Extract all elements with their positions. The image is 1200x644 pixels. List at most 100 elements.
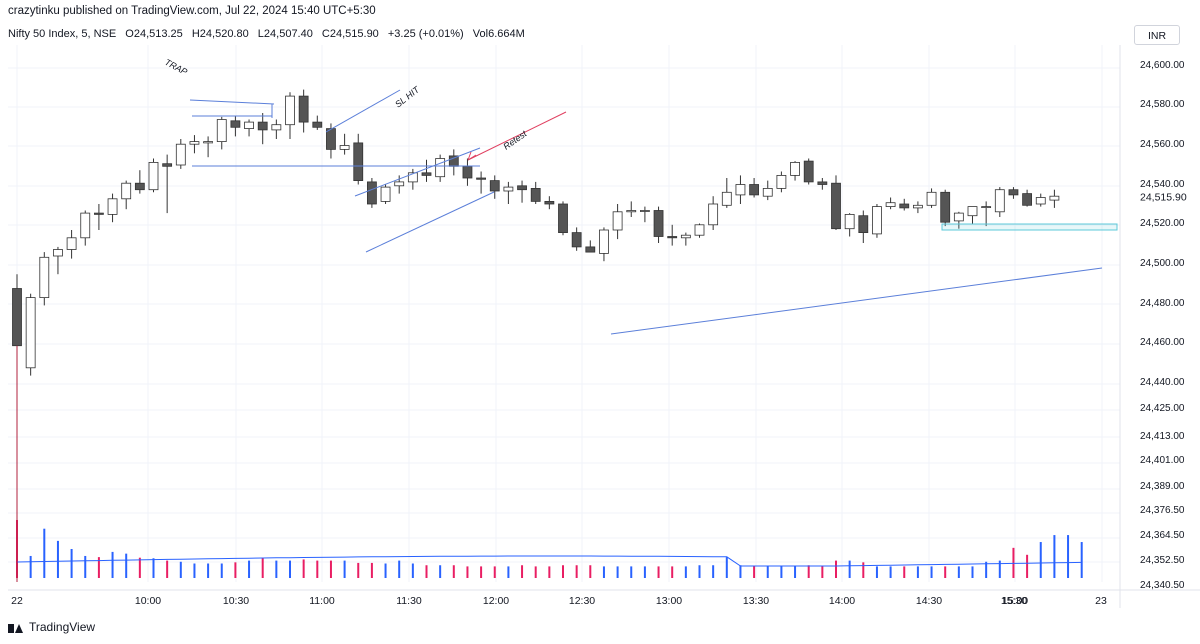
candle[interactable] [121, 182, 132, 200]
rising-trendline[interactable] [610, 267, 1103, 335]
candle[interactable] [339, 145, 350, 150]
candle[interactable] [230, 120, 241, 128]
candle[interactable] [134, 182, 145, 191]
candle[interactable] [762, 187, 773, 197]
candle[interactable] [885, 202, 896, 207]
candle[interactable] [107, 198, 118, 215]
candle[interactable] [462, 165, 473, 179]
candle[interactable] [448, 155, 459, 167]
candle[interactable] [680, 234, 691, 239]
legend-symbol[interactable]: Nifty 50 Index, 5, NSE [8, 28, 117, 40]
candle[interactable] [162, 163, 173, 167]
candle[interactable] [599, 229, 609, 254]
candle[interactable] [708, 203, 719, 226]
candle[interactable] [831, 182, 841, 230]
volume-bar [56, 540, 59, 578]
candle[interactable] [994, 189, 1005, 213]
candle[interactable] [244, 121, 254, 129]
candle[interactable] [844, 213, 855, 230]
candle[interactable] [476, 177, 487, 180]
candle[interactable] [25, 297, 36, 369]
candle[interactable] [612, 211, 623, 231]
retest-arrow-line[interactable] [467, 111, 567, 161]
candle[interactable] [926, 191, 937, 206]
candle[interactable] [940, 191, 951, 223]
candle[interactable] [271, 124, 282, 131]
candle[interactable] [530, 187, 541, 202]
candle[interactable] [571, 232, 582, 248]
candle[interactable] [1022, 193, 1032, 206]
candle[interactable] [1008, 189, 1019, 196]
candle[interactable] [503, 186, 514, 192]
candle[interactable] [1035, 197, 1046, 205]
symbol-legend: Nifty 50 Index, 5, NSE O24,513.25 H24,52… [8, 28, 531, 40]
candle[interactable] [913, 204, 923, 209]
candle[interactable] [394, 181, 405, 187]
candle[interactable] [735, 184, 746, 196]
candle[interactable] [749, 184, 759, 196]
candle[interactable] [640, 210, 650, 212]
sl-hit-pointer-line[interactable] [325, 89, 401, 133]
candle[interactable] [94, 212, 104, 215]
candle[interactable] [721, 191, 732, 206]
channel-upper-line[interactable] [354, 147, 481, 197]
candle[interactable] [558, 203, 568, 234]
candle[interactable] [366, 181, 377, 205]
candle[interactable] [489, 180, 500, 192]
volume-bar [452, 565, 455, 578]
volume-bar [848, 560, 851, 578]
candle[interactable] [435, 158, 446, 178]
y-tick-label: 24,520.00 [1140, 218, 1185, 229]
candle[interactable] [189, 141, 200, 145]
candle[interactable] [298, 95, 309, 123]
candle[interactable] [653, 210, 664, 237]
candle[interactable] [312, 121, 323, 128]
candle[interactable] [380, 186, 391, 202]
candle[interactable] [953, 212, 964, 222]
candle[interactable] [175, 143, 186, 166]
candle[interactable] [407, 172, 418, 183]
candle[interactable] [790, 161, 800, 176]
candle[interactable] [216, 119, 227, 143]
resistance-zone-box[interactable] [941, 223, 1118, 231]
x-tick-label: 14:00 [829, 595, 855, 607]
candle[interactable] [53, 249, 63, 257]
retest-arrow-head-a[interactable] [467, 154, 477, 161]
candle[interactable] [858, 215, 869, 233]
channel-lower-line[interactable] [365, 191, 495, 253]
x-tick-label: 10:00 [135, 595, 161, 607]
tradingview-footer[interactable]: TradingView [8, 620, 95, 634]
candle[interactable] [667, 236, 678, 239]
candle[interactable] [12, 288, 22, 347]
sl-hit-label: SL HIT [393, 84, 422, 110]
candle[interactable] [1049, 195, 1060, 201]
candle[interactable] [585, 246, 596, 253]
candle[interactable] [66, 237, 77, 250]
retest-arrow-head-b[interactable] [467, 151, 472, 161]
candle[interactable] [257, 121, 268, 131]
candle[interactable] [694, 224, 705, 236]
candle[interactable] [899, 203, 910, 209]
candle[interactable] [517, 185, 527, 191]
candle[interactable] [353, 142, 364, 181]
candle[interactable] [80, 212, 91, 239]
candle[interactable] [776, 174, 787, 189]
candle[interactable] [544, 200, 555, 205]
volume-bar [916, 566, 919, 578]
candle[interactable] [39, 256, 50, 298]
candle[interactable] [817, 181, 828, 185]
candle[interactable] [326, 128, 336, 150]
candle[interactable] [203, 141, 214, 144]
candle[interactable] [803, 160, 814, 183]
currency-button[interactable]: INR [1134, 25, 1180, 45]
candle[interactable] [967, 206, 978, 217]
candle[interactable] [626, 210, 637, 213]
trap-pointer-line[interactable] [189, 99, 275, 105]
candle[interactable] [421, 172, 432, 176]
candle[interactable] [872, 206, 882, 235]
candle[interactable] [148, 161, 159, 191]
candle[interactable] [981, 206, 992, 209]
candle[interactable] [285, 95, 295, 126]
